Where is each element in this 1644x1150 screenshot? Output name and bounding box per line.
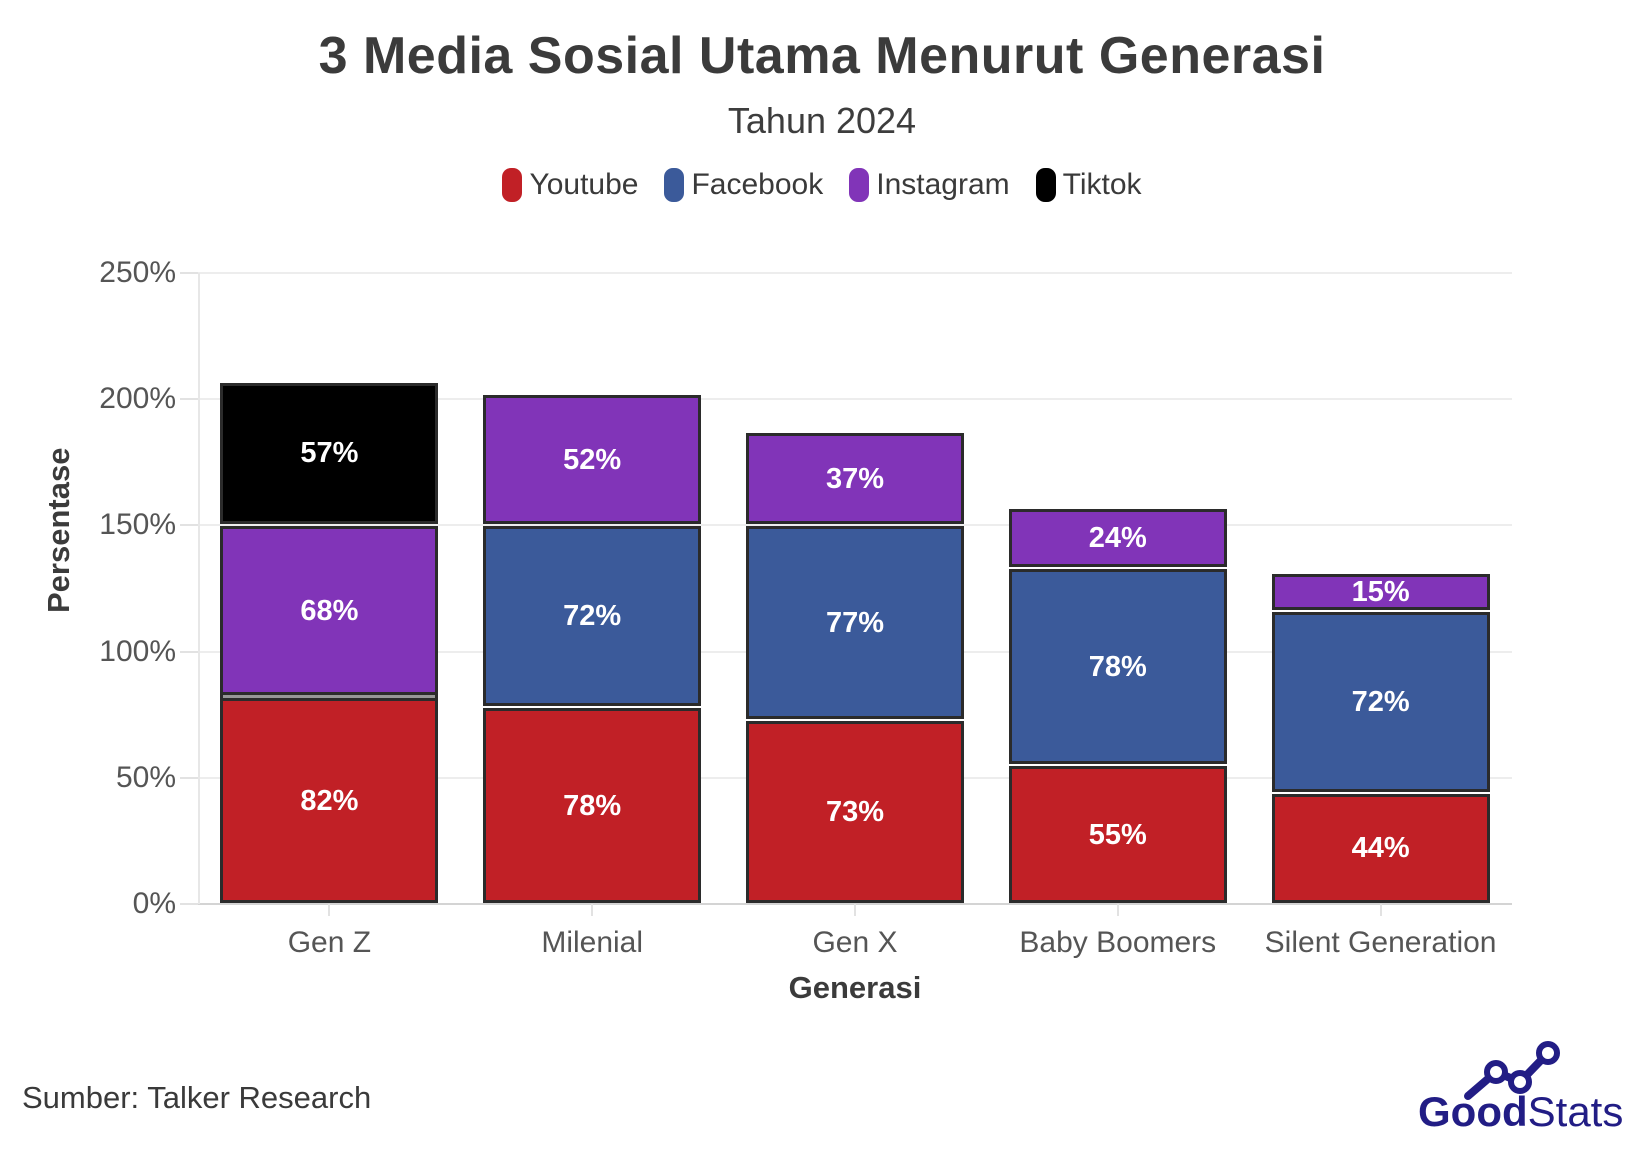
gridline-150	[198, 524, 1512, 527]
svg-text:GoodStats: GoodStats	[1418, 1088, 1623, 1135]
chart-subtitle: Tahun 2024	[727, 100, 917, 141]
legend-swatch-icon	[502, 168, 523, 202]
trend-dot-icon	[1508, 1070, 1532, 1094]
legend-item-youtube[interactable]: Youtube	[502, 168, 638, 202]
legend-swatch-icon	[1035, 168, 1056, 202]
logo-text-bold: Good	[1418, 1088, 1528, 1135]
y-axis-line	[198, 273, 200, 904]
bar-milenial: 78% 72% 52%	[483, 273, 702, 904]
bar-gen-x: 73% 77% 37%	[746, 273, 964, 904]
legend-item-instagram[interactable]: Instagram	[849, 168, 1010, 202]
chart-title: 3 Media Sosial Utama Menurut Generasi	[318, 27, 1326, 85]
gridline-200	[198, 398, 1512, 401]
segment-gen-z-tiktok[interactable]	[220, 382, 439, 525]
legend-label: Tiktok	[1062, 168, 1142, 201]
segment-silent-generation-instagram[interactable]	[1271, 574, 1490, 611]
segment-baby-boomers-youtube[interactable]	[1008, 766, 1227, 903]
x-tick-mark	[1379, 904, 1382, 916]
segment-silent-generation-youtube[interactable]	[1271, 793, 1490, 903]
y-tick-mark	[180, 650, 198, 653]
trend-dot-icon	[1484, 1060, 1508, 1084]
bar-gen-z: 82% 68% 57%	[220, 273, 439, 904]
y-tick-label: 200%	[99, 382, 176, 416]
segment-silent-generation-facebook[interactable]	[1271, 612, 1490, 792]
legend-label: Instagram	[876, 168, 1010, 201]
segment-gen-z-instagram[interactable]	[220, 526, 439, 697]
y-tick-label: 150%	[99, 508, 176, 542]
segment-gen-x-youtube[interactable]	[746, 720, 964, 903]
segment-milenial-facebook[interactable]	[483, 526, 702, 707]
y-tick-mark	[180, 272, 198, 274]
x-category-label-gen-x: Gen X	[812, 926, 898, 959]
y-tick-mark	[180, 398, 198, 401]
source-text: Sumber: Talker Research	[22, 1080, 372, 1115]
x-category-label-gen-z: Gen Z	[287, 926, 372, 959]
segment-baby-boomers-instagram[interactable]	[1008, 508, 1227, 568]
y-axis-title: Persentase	[41, 447, 76, 613]
legend-label: Youtube	[529, 168, 639, 201]
bar-baby-boomers: 55% 78% 24%	[1008, 273, 1227, 904]
logo-text-light: Stats	[1528, 1088, 1624, 1135]
segment-milenial-youtube[interactable]	[483, 708, 702, 903]
legend-item-facebook[interactable]: Facebook	[664, 168, 823, 202]
y-tick-label: 0%	[132, 887, 176, 920]
goodstats-logo: GoodStats	[1416, 1040, 1634, 1136]
legend-label: Facebook	[691, 168, 824, 201]
legend-swatch-icon	[664, 168, 685, 202]
x-category-label-milenial: Milenial	[541, 926, 644, 959]
y-tick-label: 50%	[115, 760, 176, 794]
legend-item-tiktok[interactable]: Tiktok	[1035, 168, 1142, 202]
trend-dot-icon	[1536, 1041, 1560, 1065]
x-tick-mark	[328, 904, 331, 916]
x-category-label-silent-generation: Silent Generation	[1264, 926, 1497, 959]
gridline-250	[198, 272, 1512, 274]
segment-gen-z-facebook-collapsed[interactable]	[220, 692, 439, 702]
x-axis-title: Generasi	[788, 970, 922, 1005]
y-tick-label: 250%	[99, 256, 176, 289]
segment-gen-z-youtube[interactable]	[220, 698, 439, 903]
y-tick-mark	[180, 524, 198, 527]
x-tick-mark	[854, 904, 856, 916]
y-tick-label: 100%	[99, 634, 176, 668]
segment-gen-x-instagram[interactable]	[746, 433, 964, 525]
legend-swatch-icon	[849, 168, 870, 202]
bar-silent-generation: 44% 72% 15%	[1271, 273, 1490, 904]
goodstats-logo-graphic: GoodStats	[1418, 1041, 1623, 1135]
y-tick-mark	[180, 776, 198, 779]
legend: Youtube Facebook Instagram Tiktok	[0, 168, 1644, 202]
trend-line-icon	[1464, 1049, 1552, 1100]
segment-baby-boomers-facebook[interactable]	[1008, 569, 1227, 765]
x-tick-mark	[1116, 904, 1119, 916]
segment-gen-x-facebook[interactable]	[746, 526, 964, 719]
y-tick-mark	[180, 903, 198, 905]
x-category-label-baby-boomers: Baby Boomers	[1019, 926, 1217, 959]
x-tick-mark	[591, 904, 594, 916]
segment-milenial-instagram[interactable]	[483, 395, 702, 525]
